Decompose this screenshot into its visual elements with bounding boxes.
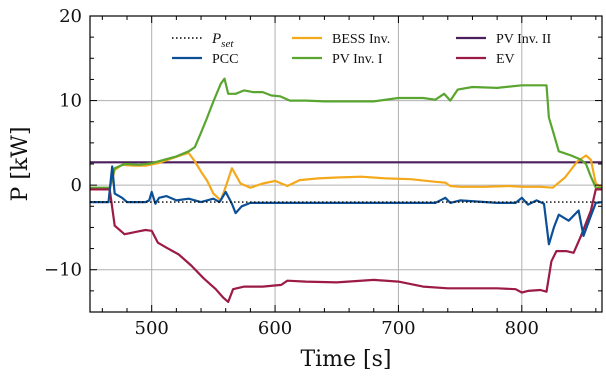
x-tick-label: 600 [258, 318, 292, 339]
plot-frame [89, 15, 603, 313]
legend: Pset PCC BESS Inv. PV Inv. I PV Inv. II EV [172, 31, 552, 67]
legend-label-pcc: PCC [212, 52, 238, 67]
y-tick-label: 20 [59, 6, 82, 27]
legend-label-bess-inv: BESS Inv. [332, 32, 390, 47]
legend-label-pv-inv-ii: PV Inv. II [496, 32, 552, 47]
x-tick-label: 800 [505, 318, 539, 339]
y-tick-label: 10 [59, 91, 82, 112]
series-lines [90, 77, 602, 303]
x-tick-label: 700 [381, 318, 415, 339]
legend-label-pv-inv-i: PV Inv. I [332, 52, 383, 67]
y-tick-label: 0 [71, 175, 82, 196]
legend-label-p-set: Pset [211, 31, 234, 50]
tick-labels: 500 600 700 800 −10 0 10 20 [44, 6, 539, 339]
series-line-pv-inv-i [90, 77, 602, 189]
y-axis-label: P [kW] [8, 127, 33, 202]
y-tick-label: −10 [44, 260, 82, 281]
legend-label-ev: EV [496, 52, 515, 67]
plot-area [90, 16, 602, 312]
x-tick-label: 500 [135, 318, 169, 339]
x-axis-label: Time [s] [300, 347, 391, 372]
series-line-ev [90, 188, 602, 303]
